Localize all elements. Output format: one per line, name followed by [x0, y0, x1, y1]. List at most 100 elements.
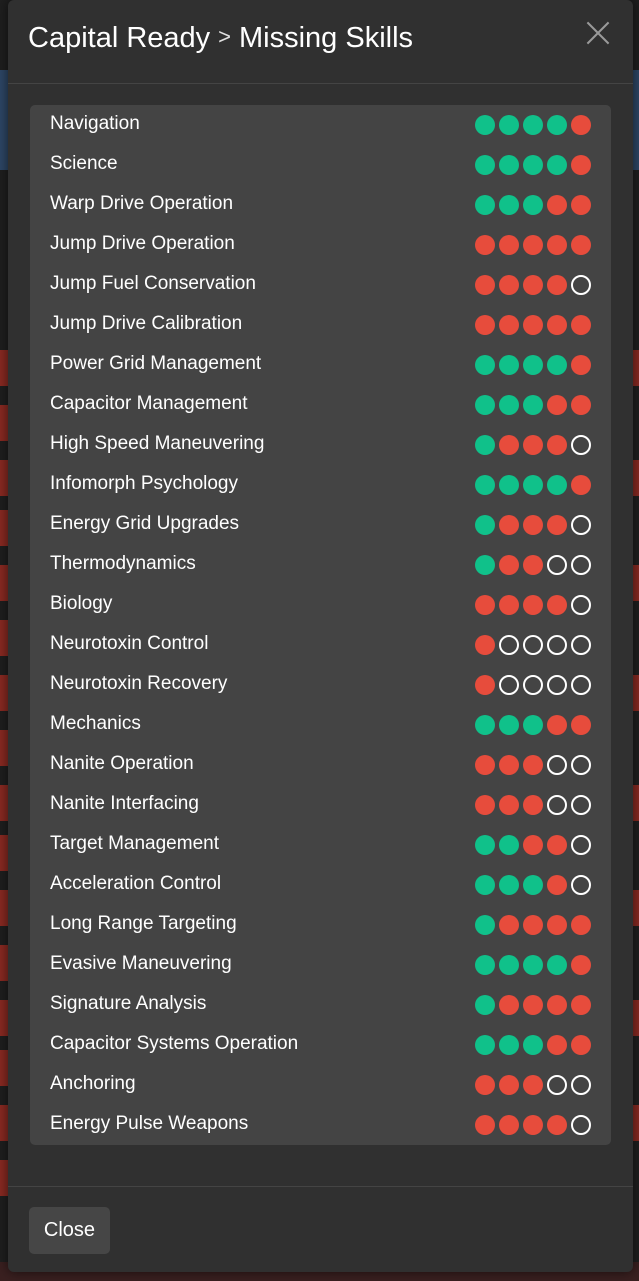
skill-row: Long Range Targeting	[30, 905, 611, 945]
skill-level-4-empty-dot	[547, 555, 567, 575]
skill-name: Signature Analysis	[50, 993, 207, 1014]
skill-level-5-empty-dot	[571, 875, 591, 895]
background-row-marker	[0, 675, 10, 711]
skill-level-3-red-dot	[523, 315, 543, 335]
skill-level-3-green-dot	[523, 1035, 543, 1055]
skill-level-4-red-dot	[547, 435, 567, 455]
skill-name: Mechanics	[50, 713, 141, 734]
skill-level-1-red-dot	[475, 275, 495, 295]
skill-level-indicator	[471, 635, 591, 655]
skill-level-indicator	[471, 675, 591, 695]
skill-level-4-empty-dot	[547, 635, 567, 655]
skill-level-indicator	[471, 1035, 591, 1055]
skill-level-1-green-dot	[475, 955, 495, 975]
skill-level-indicator	[471, 275, 591, 295]
skill-level-1-green-dot	[475, 395, 495, 415]
skill-level-5-empty-dot	[571, 795, 591, 815]
background-row-marker	[0, 890, 10, 926]
skill-level-indicator	[471, 395, 591, 415]
skill-name: Jump Drive Operation	[50, 233, 235, 254]
skill-level-2-red-dot	[499, 235, 519, 255]
skill-name: Neurotoxin Recovery	[50, 673, 228, 694]
skill-row: Science	[30, 145, 611, 185]
skill-level-2-red-dot	[499, 1115, 519, 1135]
skill-level-2-green-dot	[499, 875, 519, 895]
skill-row: Warp Drive Operation	[30, 185, 611, 225]
skill-level-3-red-dot	[523, 755, 543, 775]
skill-name: Nanite Operation	[50, 753, 194, 774]
skill-level-2-red-dot	[499, 555, 519, 575]
skill-level-5-empty-dot	[571, 675, 591, 695]
modal-title: Capital Ready > Missing Skills	[28, 22, 413, 55]
skill-name: Target Management	[50, 833, 219, 854]
skill-row: Jump Fuel Conservation	[30, 265, 611, 305]
skill-level-1-green-dot	[475, 995, 495, 1015]
skill-level-3-red-dot	[523, 435, 543, 455]
skill-level-5-red-dot	[571, 235, 591, 255]
skill-level-2-red-dot	[499, 315, 519, 335]
skill-level-5-red-dot	[571, 475, 591, 495]
skill-level-4-empty-dot	[547, 795, 567, 815]
skill-name: Infomorph Psychology	[50, 473, 238, 494]
skill-level-2-green-dot	[499, 355, 519, 375]
skill-row: Neurotoxin Control	[30, 625, 611, 665]
skill-name: Thermodynamics	[50, 553, 196, 574]
background-row-marker	[0, 405, 10, 441]
skill-level-4-green-dot	[547, 115, 567, 135]
skill-level-indicator	[471, 155, 591, 175]
skill-level-4-red-dot	[547, 1115, 567, 1135]
skill-name: Neurotoxin Control	[50, 633, 209, 654]
skill-level-5-red-dot	[571, 955, 591, 975]
skill-level-3-red-dot	[523, 1075, 543, 1095]
skill-level-5-red-dot	[571, 355, 591, 375]
skill-level-1-green-dot	[475, 435, 495, 455]
skill-level-2-green-dot	[499, 195, 519, 215]
skill-level-indicator	[471, 355, 591, 375]
skill-level-4-red-dot	[547, 515, 567, 535]
skill-level-4-empty-dot	[547, 1075, 567, 1095]
skill-level-4-green-dot	[547, 355, 567, 375]
skill-level-4-empty-dot	[547, 755, 567, 775]
skill-row: Nanite Interfacing	[30, 785, 611, 825]
skill-level-3-green-dot	[523, 195, 543, 215]
skill-level-3-empty-dot	[523, 675, 543, 695]
skill-row: Signature Analysis	[30, 985, 611, 1025]
skill-level-4-red-dot	[547, 275, 567, 295]
skill-name: High Speed Maneuvering	[50, 433, 265, 454]
modal-header: Capital Ready > Missing Skills	[8, 0, 633, 84]
skill-level-indicator	[471, 195, 591, 215]
skill-row: Capacitor Systems Operation	[30, 1025, 611, 1065]
skill-row: Acceleration Control	[30, 865, 611, 905]
skill-level-5-red-dot	[571, 995, 591, 1015]
skill-level-4-empty-dot	[547, 675, 567, 695]
skill-level-4-red-dot	[547, 195, 567, 215]
skill-level-3-red-dot	[523, 835, 543, 855]
skill-level-2-red-dot	[499, 1075, 519, 1095]
skill-level-2-green-dot	[499, 1035, 519, 1055]
close-button[interactable]: Close	[29, 1207, 110, 1254]
skill-row: Jump Drive Calibration	[30, 305, 611, 345]
skill-name: Jump Drive Calibration	[50, 313, 243, 334]
background-row-marker	[0, 350, 10, 386]
skill-row: Nanite Operation	[30, 745, 611, 785]
skill-level-indicator	[471, 555, 591, 575]
skill-level-4-red-dot	[547, 315, 567, 335]
skill-level-1-red-dot	[475, 1115, 495, 1135]
close-x-icon[interactable]	[585, 20, 611, 46]
skill-level-2-green-dot	[499, 835, 519, 855]
background-row-marker	[0, 1105, 10, 1141]
skill-level-1-red-dot	[475, 795, 495, 815]
skill-level-5-empty-dot	[571, 595, 591, 615]
skill-name: Jump Fuel Conservation	[50, 273, 256, 294]
skill-level-1-green-dot	[475, 355, 495, 375]
skill-row: Navigation	[30, 105, 611, 145]
skill-level-3-green-dot	[523, 475, 543, 495]
skill-level-indicator	[471, 755, 591, 775]
skill-level-3-green-dot	[523, 395, 543, 415]
skill-level-1-green-dot	[475, 115, 495, 135]
skill-level-4-green-dot	[547, 475, 567, 495]
skill-level-2-green-dot	[499, 715, 519, 735]
skill-row: Energy Pulse Weapons	[30, 1105, 611, 1145]
skill-level-3-red-dot	[523, 595, 543, 615]
skill-level-1-green-dot	[475, 155, 495, 175]
